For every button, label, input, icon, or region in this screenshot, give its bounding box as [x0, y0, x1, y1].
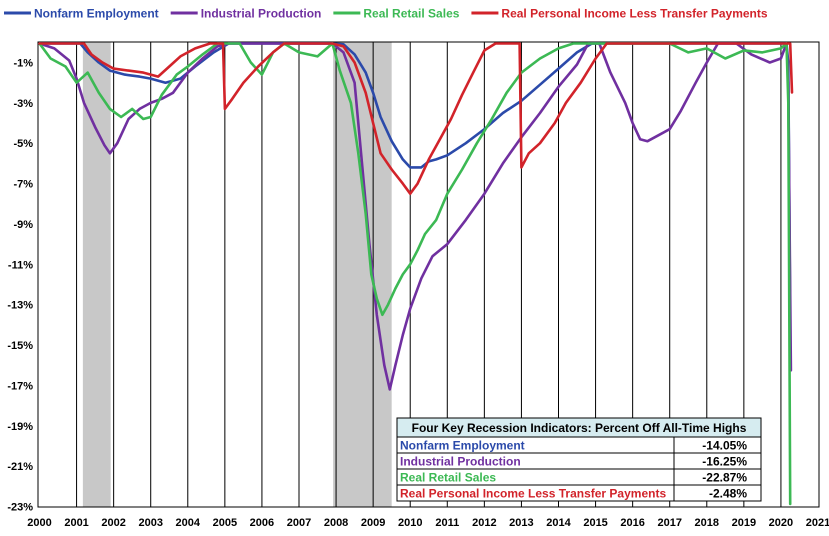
y-tick-label: -15% [7, 340, 33, 352]
x-tick-label: 2010 [398, 517, 422, 529]
recession-band-2 [333, 42, 392, 507]
y-tick-label: -21% [7, 461, 33, 473]
x-tick-label: 2018 [695, 517, 719, 529]
x-tick-label: 2015 [583, 517, 607, 529]
x-tick-label: 2008 [324, 517, 348, 529]
y-tick-label: -11% [8, 259, 33, 271]
summary-table-value-cell [673, 484, 762, 502]
summary-table-title: Four Key Recession Indicators: Percent O… [412, 421, 747, 435]
y-tick-label: -7% [13, 179, 33, 191]
x-tick-label: 2006 [250, 517, 274, 529]
x-tick-label: 2000 [27, 517, 51, 529]
x-tick-label: 2019 [732, 517, 756, 529]
summary-table-row-name: Industrial Production [400, 455, 521, 469]
x-tick-label: 2013 [509, 517, 533, 529]
legend-label-real-retail-sales: Real Retail Sales [363, 7, 459, 21]
series-line-industrial-production [38, 42, 793, 391]
recession-band-1 [82, 42, 111, 507]
summary-table-row-value: -22.87% [702, 471, 747, 485]
y-tick-label: -13% [7, 300, 33, 312]
summary-table-row-value: -2.48% [709, 487, 747, 501]
series-lines [38, 42, 794, 506]
x-tick-label: 2005 [213, 517, 237, 529]
summary-table-row-name: Real Retail Sales [400, 471, 496, 485]
y-tick-label: -3% [13, 98, 33, 110]
y-tick-label: -17% [7, 380, 33, 392]
summary-table: Four Key Recession Indicators: Percent O… [396, 417, 762, 502]
y-tick-label: -23% [7, 502, 33, 514]
y-tick-label: -19% [7, 421, 33, 433]
x-tick-label: 2016 [620, 517, 644, 529]
legend-label-nonfarm-employment: Nonfarm Employment [34, 7, 159, 21]
series-line-nonfarm-employment [38, 42, 792, 328]
x-tick-label: 2002 [101, 517, 125, 529]
y-tick-label: -1% [13, 58, 33, 70]
summary-table-row-value: -14.05% [702, 439, 747, 453]
x-tick-label: 2011 [435, 517, 459, 529]
y-tick-label: -5% [13, 138, 33, 150]
legend-label-real-personal-income-less-transfer-payments: Real Personal Income Less Transfer Payme… [501, 7, 767, 21]
legend-label-industrial-production: Industrial Production [201, 7, 322, 21]
summary-table-row-value: -16.25% [702, 455, 747, 469]
legend: Nonfarm Employment Industrial Production R… [4, 7, 768, 21]
x-tick-label: 2014 [546, 517, 571, 529]
x-tick-label: 2001 [64, 517, 88, 529]
series-line-real-personal-income-less-transfer-payments [38, 42, 794, 195]
x-tick-label: 2003 [138, 517, 162, 529]
x-tick-label: 2004 [176, 517, 201, 529]
x-tick-label: 2017 [657, 517, 681, 529]
summary-table-body: Four Key Recession Indicators: Percent O… [396, 417, 762, 502]
x-tick-label: 2020 [769, 517, 793, 529]
x-tick-label: 2007 [287, 517, 311, 529]
x-tick-label: 2021 [806, 517, 829, 529]
y-tick-label: -9% [13, 219, 33, 231]
summary-table-row-name: Real Personal Income Less Transfer Payme… [400, 487, 666, 501]
x-axis-tick-labels: 2000 2001 2002 2003 2004 2005 2006 2007 2008 2009… [27, 517, 829, 529]
x-tick-label: 2009 [361, 517, 385, 529]
y-axis-tick-labels: -1% -3% -5% -7% -9% -11% -13% -15% -17% -19% -21% -… [7, 58, 33, 514]
summary-table-row-name: Nonfarm Employment [400, 439, 525, 453]
x-tick-label: 2012 [472, 517, 496, 529]
plot-area-border [37, 41, 820, 508]
